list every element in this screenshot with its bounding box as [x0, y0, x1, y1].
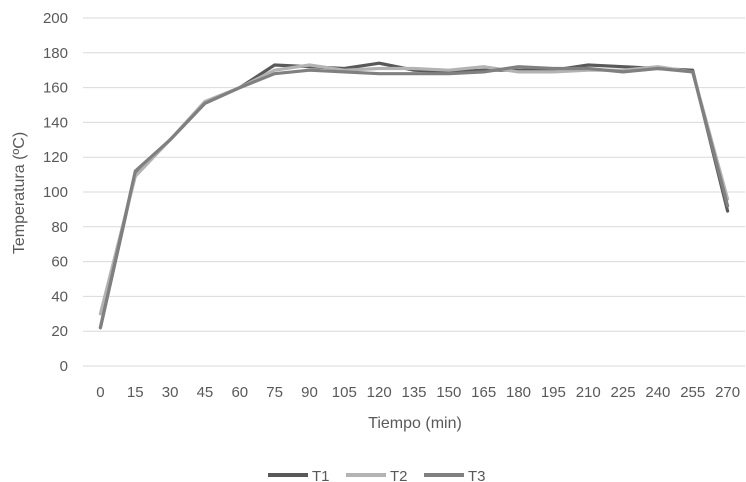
y-tick-label: 160	[43, 80, 68, 97]
x-axis-ticks: 0 15 30 45 60 75 90 105 120 135 150 165 180 195 210 225…	[96, 384, 740, 401]
y-tick-label: 100	[43, 184, 68, 201]
y-tick-label: 80	[51, 219, 68, 236]
legend-label-t2: T2	[390, 468, 408, 482]
legend-label-t1: T1	[312, 468, 330, 482]
series-line-t2	[98, 63, 730, 316]
x-tick-label: 120	[367, 384, 392, 401]
legend: T1 T2 T3	[268, 468, 486, 482]
y-tick-label: 20	[51, 323, 68, 340]
series-lines	[98, 61, 730, 330]
y-tick-label: 200	[43, 10, 68, 27]
legend-label-t3: T3	[468, 468, 486, 482]
x-tick-label: 30	[162, 384, 179, 401]
y-tick-label: 40	[51, 288, 68, 305]
y-axis-title: Temperatura (ºC)	[11, 132, 28, 254]
x-tick-label: 45	[197, 384, 214, 401]
x-axis-title: Tiempo (min)	[368, 415, 462, 432]
series-line-t1	[98, 61, 730, 330]
x-tick-label: 165	[471, 384, 496, 401]
x-tick-label: 150	[436, 384, 461, 401]
x-tick-label: 75	[266, 384, 283, 401]
y-tick-label: 140	[43, 114, 68, 131]
x-tick-label: 255	[680, 384, 705, 401]
x-tick-label: 210	[576, 384, 601, 401]
x-tick-label: 270	[715, 384, 740, 401]
x-tick-label: 0	[96, 384, 104, 401]
x-tick-label: 195	[541, 384, 566, 401]
y-tick-label: 60	[51, 254, 68, 271]
x-tick-label: 105	[332, 384, 357, 401]
y-tick-label: 180	[43, 45, 68, 62]
x-tick-label: 240	[645, 384, 670, 401]
x-tick-label: 225	[611, 384, 636, 401]
gridlines	[83, 17, 745, 367]
x-tick-label: 90	[301, 384, 318, 401]
x-tick-label: 15	[127, 384, 144, 401]
y-tick-label: 120	[43, 149, 68, 166]
y-axis-ticks: 0 20 40 60 80 100 120 140 160 180 200	[43, 10, 68, 375]
x-tick-label: 135	[401, 384, 426, 401]
x-tick-label: 60	[231, 384, 248, 401]
series-line-t3	[98, 65, 730, 330]
x-tick-label: 180	[506, 384, 531, 401]
y-tick-label: 0	[60, 358, 68, 375]
